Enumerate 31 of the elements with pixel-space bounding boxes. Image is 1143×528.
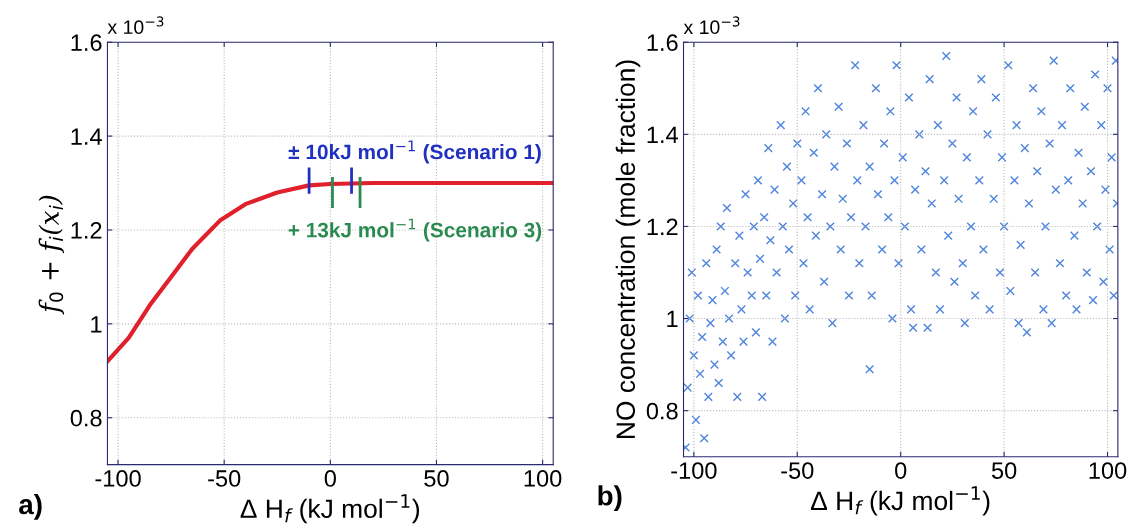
x-axis-title: Δ H$_{f}$ (kJ mol$^{−1}$)	[240, 494, 420, 524]
y-tick-label: 1	[91, 316, 102, 333]
x-tick-label: 0	[895, 462, 907, 479]
x-tick-label: 50	[991, 462, 1017, 479]
x-tick-label: 50	[424, 470, 449, 487]
annotation: + 13kJ mol$^{−1}$ (Scenario 3)	[288, 218, 542, 242]
y-tick-label: 0.8	[70, 409, 102, 427]
y-tick-label: 1.2	[71, 222, 102, 239]
x-tick-label: -50	[208, 470, 241, 487]
y-axis-title: NO concentration (mole fraction)	[615, 60, 641, 438]
y-tick-label: 1.6	[647, 34, 678, 52]
y-axis-title: f$_{0}$ + f$_{i}$(x$_{i}$)	[38, 195, 65, 315]
y-tick-label: 1	[667, 310, 678, 328]
x-tick-label: 0	[324, 470, 336, 487]
y-tick-label: 0.8	[646, 402, 678, 420]
y-tick-label: 1.4	[647, 126, 678, 143]
text: x 10$^{−3}$	[107, 16, 164, 35]
y-tick-label: 1.6	[71, 34, 102, 52]
x-axis-title: Δ H$_{f}$ (kJ mol$^{−1}$)	[810, 486, 990, 516]
y-tick-label: 1.4	[71, 128, 102, 145]
text: b)	[598, 485, 622, 512]
annotation: ± 10kJ mol$^{−1}$ (Scenario 1)	[288, 140, 541, 164]
y-tick-label: 1.2	[647, 218, 678, 236]
x-tick-label: -50	[781, 462, 814, 479]
x-tick-label: 100	[524, 470, 562, 487]
line-series	[107, 180, 554, 364]
text: x 10$^{−3}$	[683, 16, 740, 35]
x-tick-label: 100	[1089, 462, 1127, 479]
x-tick-label: -100	[671, 462, 717, 479]
text: a)	[19, 493, 42, 520]
x-tick-label: -100	[95, 470, 141, 487]
